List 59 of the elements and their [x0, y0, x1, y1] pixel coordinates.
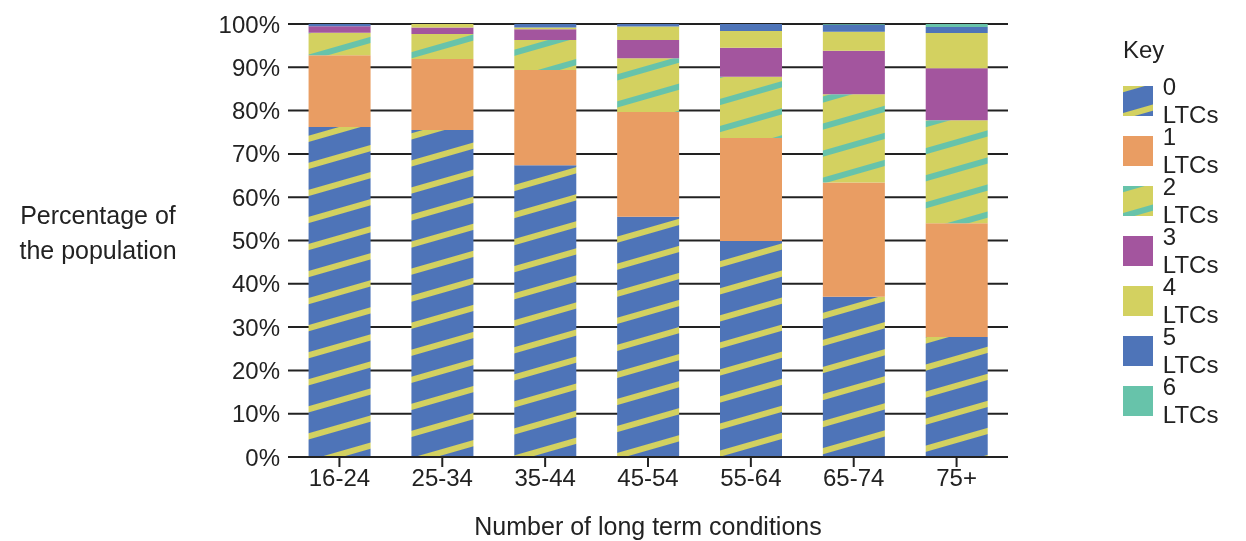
- bar: [411, 33, 474, 60]
- bar: [720, 76, 782, 138]
- bar: [514, 29, 577, 41]
- y-tick-label: 0%: [245, 443, 280, 471]
- bar: [308, 127, 371, 457]
- legend-title: Key: [1123, 36, 1166, 64]
- bar: [514, 69, 577, 166]
- bar: [411, 59, 474, 131]
- bar: [308, 24, 371, 27]
- bar: [925, 68, 988, 121]
- bar: [720, 30, 782, 48]
- y-tick-label: 100%: [218, 10, 280, 38]
- bar: [411, 27, 474, 34]
- bar: [514, 165, 577, 457]
- y-tick-label: 80%: [231, 97, 280, 125]
- bar: [720, 47, 782, 77]
- bar: [308, 55, 371, 128]
- bar: [822, 296, 885, 457]
- bar: [617, 111, 680, 217]
- bar: [822, 94, 885, 183]
- x-tick-label: 35-44: [514, 464, 576, 492]
- bar: [720, 24, 782, 31]
- y-tick-label: 60%: [231, 183, 280, 211]
- y-tick-label: 10%: [231, 400, 280, 428]
- bar: [308, 26, 371, 33]
- bar: [925, 24, 988, 28]
- x-tick-label: 25-34: [411, 464, 473, 492]
- bar: [822, 182, 885, 297]
- bar: [617, 26, 680, 41]
- bar: [822, 24, 885, 32]
- y-tick-label: 40%: [231, 270, 280, 298]
- bar: [411, 130, 474, 457]
- bar: [925, 223, 988, 338]
- bar: [822, 31, 885, 51]
- x-axis-title: Number of long term conditions: [474, 512, 822, 540]
- x-tick-label: 75+: [936, 464, 977, 492]
- bar: [925, 120, 988, 224]
- bar: [617, 24, 680, 27]
- bar: [308, 32, 371, 56]
- y-axis-title: Percentage of the population: [18, 200, 178, 266]
- bar: [617, 216, 680, 457]
- bar: [514, 40, 577, 70]
- bar: [822, 50, 885, 95]
- y-tick-label: 90%: [231, 53, 280, 81]
- bar: [720, 137, 782, 241]
- x-tick-label: 65-74: [823, 464, 885, 492]
- bar: [617, 40, 680, 59]
- bar: [720, 240, 782, 457]
- bar: [925, 337, 988, 457]
- bar: [925, 27, 988, 34]
- x-tick-label: 16-24: [308, 464, 371, 492]
- bar: [617, 58, 680, 112]
- y-tick-label: 70%: [231, 140, 280, 168]
- y-tick-label: 50%: [231, 227, 280, 255]
- bar: [925, 33, 988, 69]
- y-tick-label: 20%: [231, 356, 280, 384]
- y-tick-label: 30%: [231, 313, 280, 341]
- x-tick-label: 55-64: [720, 464, 782, 492]
- x-tick-label: 45-54: [617, 464, 679, 492]
